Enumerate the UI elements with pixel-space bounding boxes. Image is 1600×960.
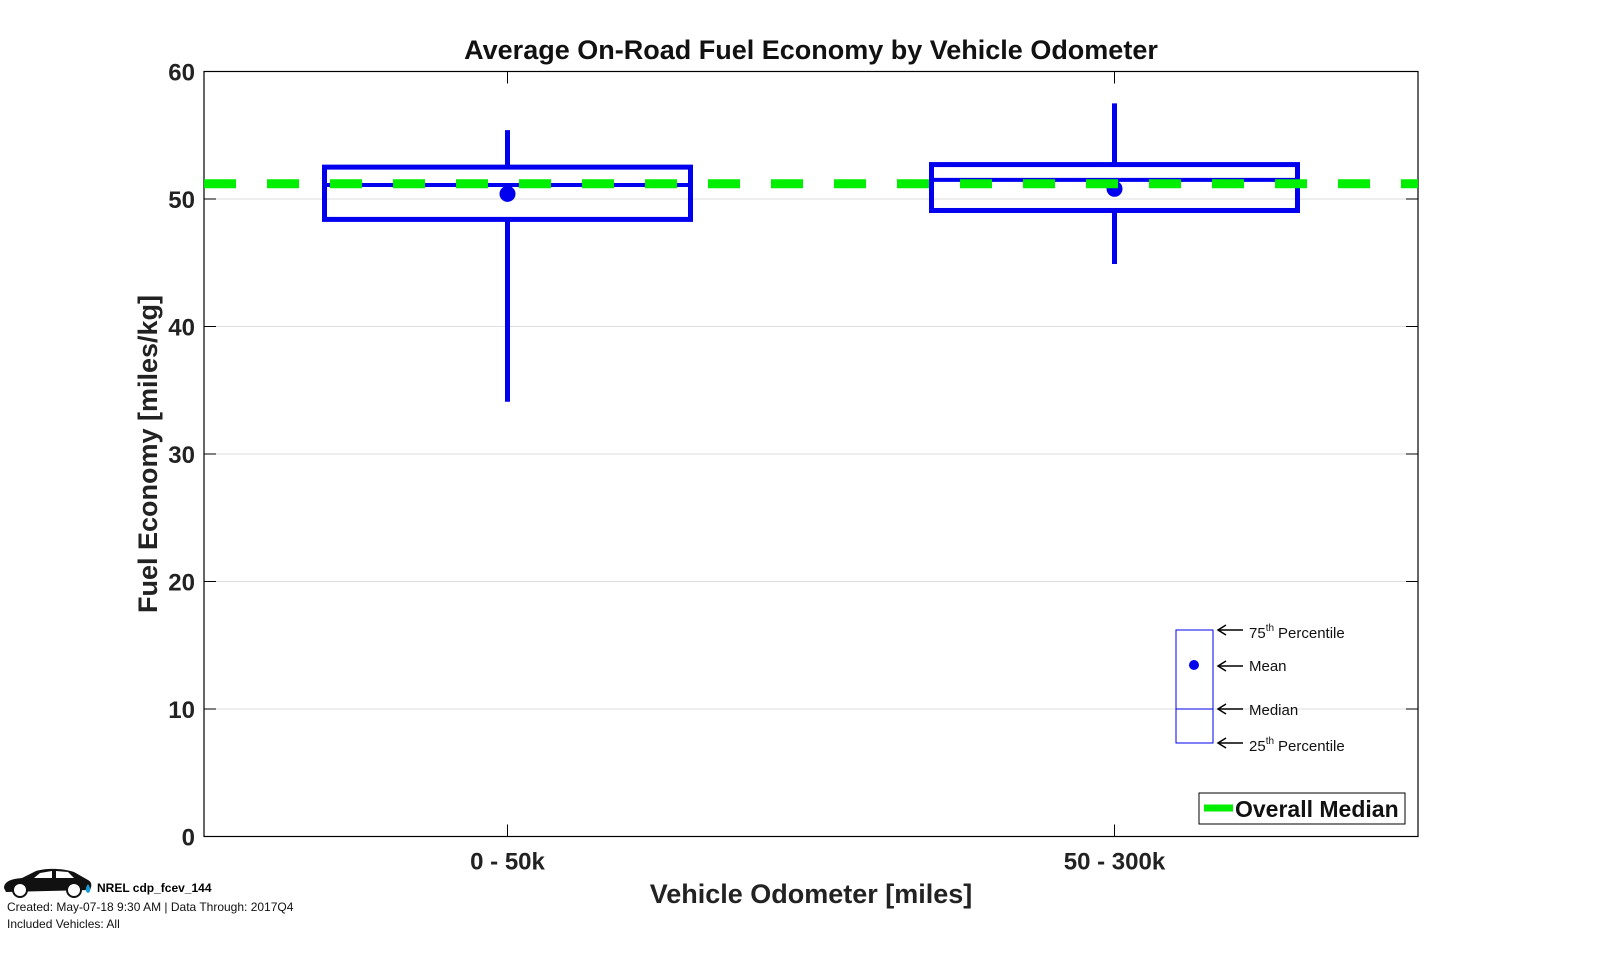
x-axis-label: Vehicle Odometer [miles] [650,879,973,909]
y-axis-label: Fuel Economy [miles/kg] [133,295,163,613]
box-0 [322,130,693,402]
legend-label: Overall Median [1235,796,1399,822]
box-key: 75th Percentile Mean Median 25th Percentil… [1175,623,1345,755]
footer: NREL cdp_fcev_144 Created: May-07-18 9:3… [0,862,340,942]
footer-created: Created: May-07-18 9:30 AM | Data Throug… [7,900,294,914]
footer-included: Included Vehicles: All [7,917,120,931]
y-tick-label: 0 [182,825,195,852]
y-tick-label: 40 [168,315,195,342]
y-tick-label: 20 [168,570,195,597]
footer-id: NREL cdp_fcev_144 [97,881,212,895]
iqr-box [322,164,693,222]
key-p25-label: 25th Percentile [1249,736,1345,755]
grid-lines [204,198,1418,710]
chart-title: Average On-Road Fuel Economy by Vehicle … [464,35,1158,65]
key-median-label: Median [1249,702,1298,719]
legend-box [1198,792,1406,825]
key-p75-label: 75th Percentile [1249,623,1345,642]
y-axis-ticks: 0 10 20 30 40 50 60 [168,60,1418,852]
plot-area-frame [203,70,1419,838]
key-box [1175,629,1214,744]
y-tick-label: 50 [168,187,195,214]
y-tick-label: 60 [168,60,195,87]
box-series [322,103,1300,402]
car-icon [4,868,92,898]
x-tick-label: 50 - 300k [1064,849,1166,876]
y-tick-label: 30 [168,442,195,469]
legend: Overall Median [1198,792,1406,825]
key-mean-dot [1189,660,1199,670]
x-tick-label: 0 - 50k [470,849,545,876]
arrow-icon [1216,624,1243,749]
mean-marker [499,185,516,202]
y-tick-label: 10 [168,697,195,724]
key-mean-label: Mean [1249,658,1287,675]
x-axis-ticks: 0 - 50k 50 - 300k [470,71,1166,876]
